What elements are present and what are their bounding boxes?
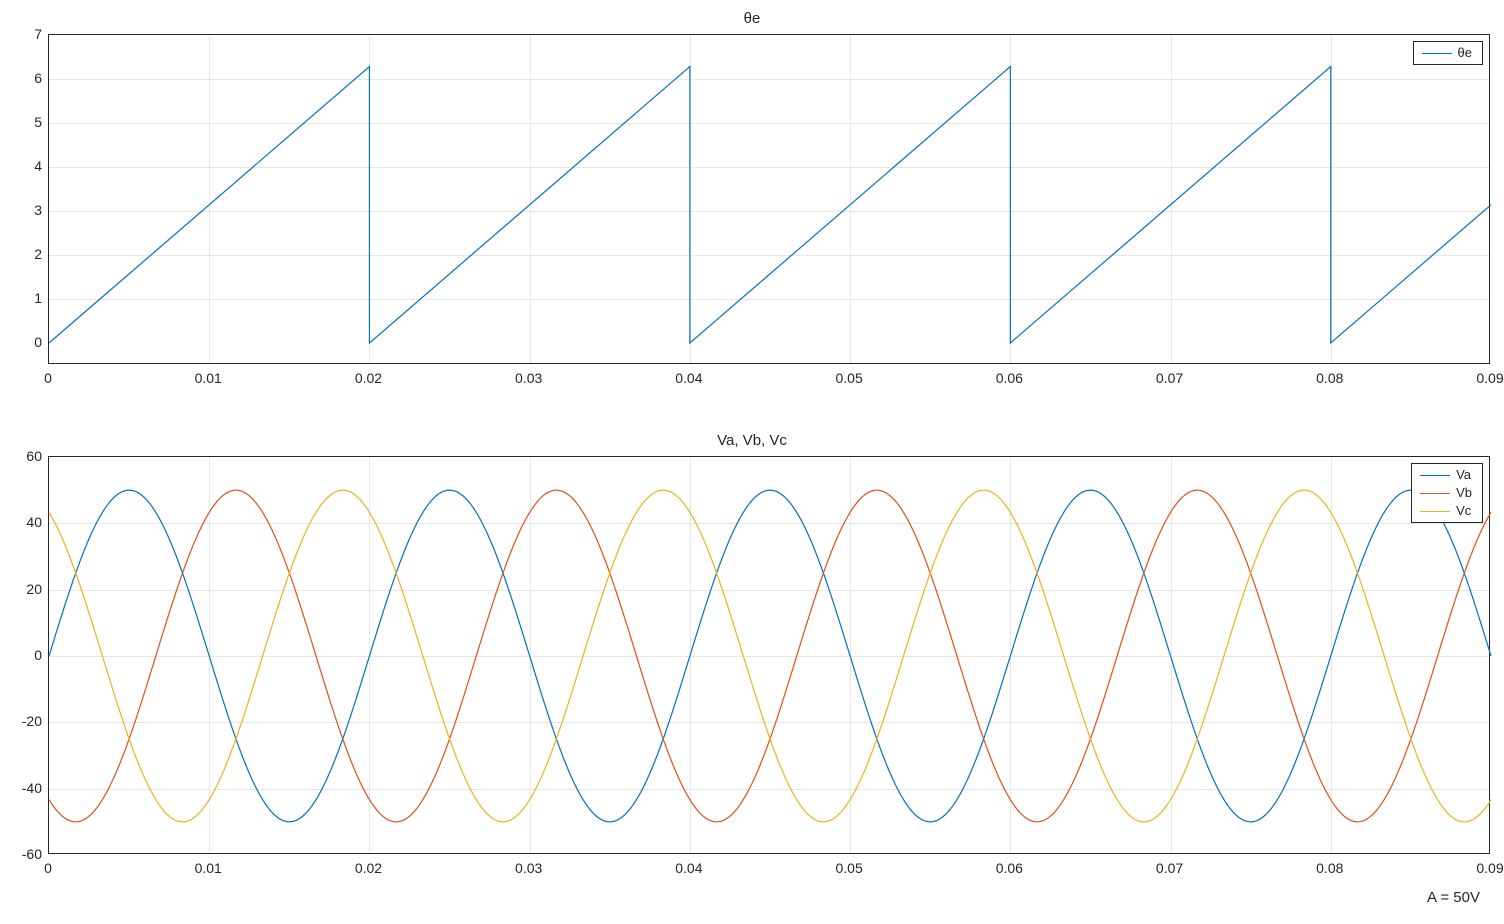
x-tick-label: 0.05 (835, 860, 862, 876)
x-tick-label: 0.01 (195, 860, 222, 876)
x-tick-label: 0.06 (996, 860, 1023, 876)
y-tick-label: 5 (34, 114, 42, 130)
x-tick-label: 0.08 (1316, 860, 1343, 876)
chart1-plot-area: θe (48, 34, 1490, 364)
chart2-series (49, 457, 1491, 855)
series-Va (49, 490, 1491, 822)
y-tick-label: -20 (22, 713, 42, 729)
legend-item: θe (1414, 44, 1482, 62)
x-tick-label: 0.03 (515, 370, 542, 386)
legend-label: Vc (1456, 504, 1471, 518)
y-tick-label: -60 (22, 846, 42, 862)
y-tick-label: 4 (34, 158, 42, 174)
x-tick-label: 0.04 (675, 860, 702, 876)
y-tick-label: 0 (34, 647, 42, 663)
x-tick-label: 0.05 (835, 370, 862, 386)
y-tick-label: 7 (34, 26, 42, 42)
x-tick-label: 0 (44, 860, 52, 876)
x-tick-label: 0.07 (1156, 370, 1183, 386)
legend-item: Vb (1412, 484, 1482, 502)
x-tick-label: 0.08 (1316, 370, 1343, 386)
x-tick-label: 0.06 (996, 370, 1023, 386)
x-tick-label: 0 (44, 370, 52, 386)
y-tick-label: 2 (34, 246, 42, 262)
legend-swatch (1420, 475, 1450, 476)
y-tick-label: 3 (34, 202, 42, 218)
chart2-plot-area: Va Vb Vc (48, 456, 1490, 854)
y-tick-label: 40 (26, 514, 42, 530)
series-theta_e (49, 67, 1491, 343)
legend-item: Vc (1412, 502, 1482, 520)
legend-swatch (1422, 53, 1452, 54)
y-tick-label: 6 (34, 70, 42, 86)
chart1-legend: θe (1413, 41, 1483, 65)
x-tick-label: 0.03 (515, 860, 542, 876)
series-Vc (49, 490, 1491, 822)
page: θe θe 0 1 2 3 4 5 6 7 0 0.01 0.02 0.03 0.04 0.05 0.06… (0, 0, 1504, 924)
chart1-title: θe (744, 10, 761, 27)
x-tick-label: 0.01 (195, 370, 222, 386)
x-tick-label: 0.02 (355, 860, 382, 876)
x-tick-label: 0.02 (355, 370, 382, 386)
x-tick-label: 0.07 (1156, 860, 1183, 876)
chart2-title: Va, Vb, Vc (717, 432, 787, 449)
chart2-legend: Va Vb Vc (1411, 463, 1483, 523)
legend-swatch (1420, 493, 1450, 494)
y-tick-label: 60 (26, 448, 42, 464)
y-tick-label: 0 (34, 334, 42, 350)
x-tick-label: 0.04 (675, 370, 702, 386)
y-tick-label: -40 (22, 780, 42, 796)
legend-label: Vb (1456, 486, 1472, 500)
x-tick-label: 0.09 (1476, 860, 1503, 876)
legend-item: Va (1412, 466, 1482, 484)
x-tick-label: 0.09 (1476, 370, 1503, 386)
chart2-caption: A = 50V (1427, 889, 1480, 906)
legend-swatch (1420, 511, 1450, 512)
legend-label: Va (1456, 468, 1471, 482)
y-tick-label: 1 (34, 290, 42, 306)
legend-label: θe (1458, 46, 1472, 60)
chart1-series (49, 35, 1491, 365)
y-tick-label: 20 (26, 581, 42, 597)
series-Vb (49, 490, 1491, 822)
